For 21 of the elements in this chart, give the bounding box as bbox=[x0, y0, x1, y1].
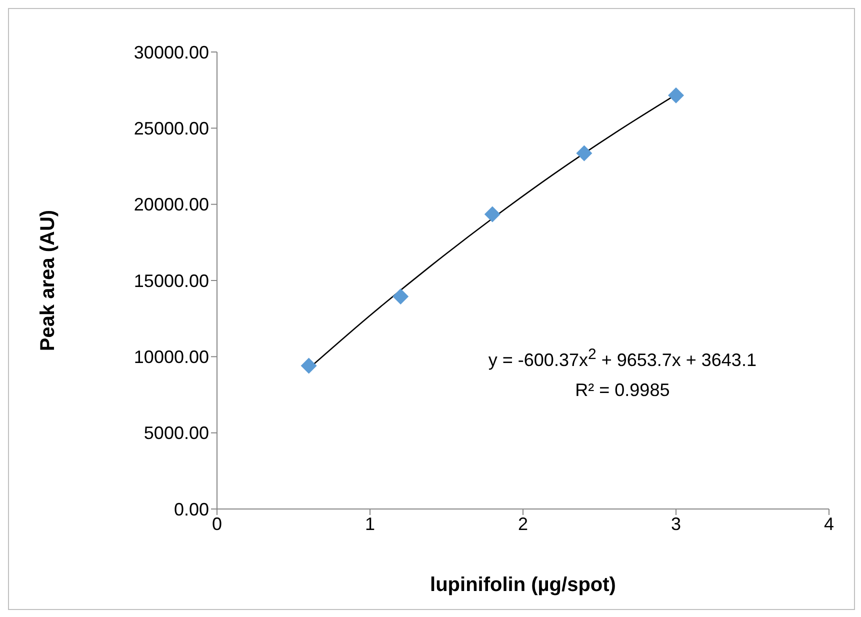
x-tick-label: 0 bbox=[212, 514, 222, 534]
x-tick-label: 4 bbox=[824, 514, 834, 534]
y-tick-label: 20000.00 bbox=[134, 194, 209, 215]
annotation: y = -600.37x$^{2}$ + 9653.7x + 3643.1 bbox=[487, 345, 758, 372]
point bbox=[300, 358, 317, 374]
y-tick-label: 30000.00 bbox=[134, 42, 209, 62]
point bbox=[392, 288, 409, 304]
y-tick-label: 25000.00 bbox=[134, 118, 209, 139]
x-tick-label: 2 bbox=[518, 514, 528, 534]
y-tick-label: 10000.00 bbox=[134, 347, 209, 368]
y-tick-label: 0.00 bbox=[174, 499, 209, 520]
point bbox=[668, 87, 684, 104]
x-tick-label: 3 bbox=[670, 514, 682, 534]
y-tick-label: 5000.00 bbox=[144, 423, 209, 444]
point bbox=[576, 145, 592, 162]
point bbox=[484, 206, 500, 222]
y-axis-title: Peak area (AU) bbox=[37, 210, 60, 352]
annotation: R² = 0.9985 bbox=[574, 379, 671, 402]
x-axis-title: lupinifolin (µg/spot) bbox=[430, 574, 616, 596]
y-tick-label: 15000.00 bbox=[134, 270, 209, 291]
x-tick-label: 1 bbox=[364, 514, 376, 534]
